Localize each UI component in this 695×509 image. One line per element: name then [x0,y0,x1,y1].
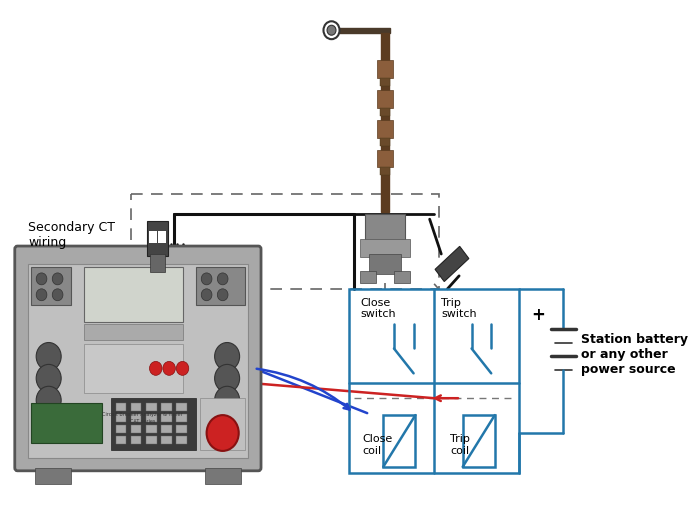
Bar [350,289,519,473]
Circle shape [52,273,63,285]
Bar [115,425,126,433]
Bar [28,265,247,458]
Bar [379,79,391,87]
Bar [84,344,183,393]
Text: Station battery
or any other
power source: Station battery or any other power sourc… [581,332,688,375]
Bar [111,399,196,450]
Bar [131,404,142,411]
Circle shape [218,273,228,285]
Text: Trip
switch: Trip switch [441,297,477,319]
Bar [360,240,410,258]
Bar [131,414,142,422]
Bar [131,195,439,289]
Bar [383,415,416,467]
Bar [377,61,393,79]
Circle shape [327,26,336,36]
Bar [35,468,71,484]
Circle shape [149,362,162,376]
Text: Close
switch: Close switch [360,297,395,319]
Bar [131,436,142,444]
Bar [463,415,495,467]
Bar [146,436,156,444]
Bar [382,34,389,213]
Circle shape [163,362,175,376]
Bar [379,108,391,117]
Bar [369,254,401,274]
Bar [177,404,187,411]
Bar [158,232,165,244]
Bar [146,425,156,433]
Circle shape [215,364,240,392]
Circle shape [202,289,212,301]
Circle shape [215,343,240,371]
Text: Secondary CT
wiring: Secondary CT wiring [28,221,115,248]
Circle shape [36,343,61,371]
Bar [115,414,126,422]
Circle shape [177,362,189,376]
Circle shape [52,289,63,301]
Text: Circuit Breaker Analyzer & Timer: Circuit Breaker Analyzer & Timer [102,411,183,416]
Circle shape [36,364,61,392]
Bar [177,436,187,444]
Bar [161,436,172,444]
Bar [332,29,389,34]
Text: CAT series: CAT series [130,418,155,423]
Text: Trip
coil: Trip coil [450,434,470,455]
Bar [196,267,245,305]
Bar [200,399,245,450]
Bar [379,138,391,146]
Polygon shape [435,247,469,282]
Bar [147,222,168,257]
Bar [115,436,126,444]
Text: +: + [532,305,546,323]
Bar [161,404,172,411]
Circle shape [323,22,340,40]
Bar [205,468,240,484]
Bar [146,414,156,422]
Bar [394,271,410,284]
Bar [31,404,102,443]
Bar [131,425,142,433]
Bar [146,404,156,411]
Bar [161,425,172,433]
Bar [115,404,126,411]
FancyBboxPatch shape [15,246,261,471]
Bar [84,267,183,322]
Bar [366,215,404,243]
Circle shape [36,273,47,285]
Circle shape [218,289,228,301]
Bar [377,150,393,168]
Bar [177,425,187,433]
Bar [360,271,376,284]
Circle shape [206,415,238,451]
Bar [377,91,393,108]
Circle shape [36,289,47,301]
Circle shape [215,386,240,414]
Circle shape [36,386,61,414]
Bar [379,168,391,176]
Bar [161,414,172,422]
Bar [377,121,393,138]
Bar [149,232,156,244]
Bar [84,324,183,340]
Bar [150,254,165,272]
Bar [31,267,71,305]
Text: Close
coil: Close coil [363,434,393,455]
Circle shape [202,273,212,285]
Bar [177,414,187,422]
